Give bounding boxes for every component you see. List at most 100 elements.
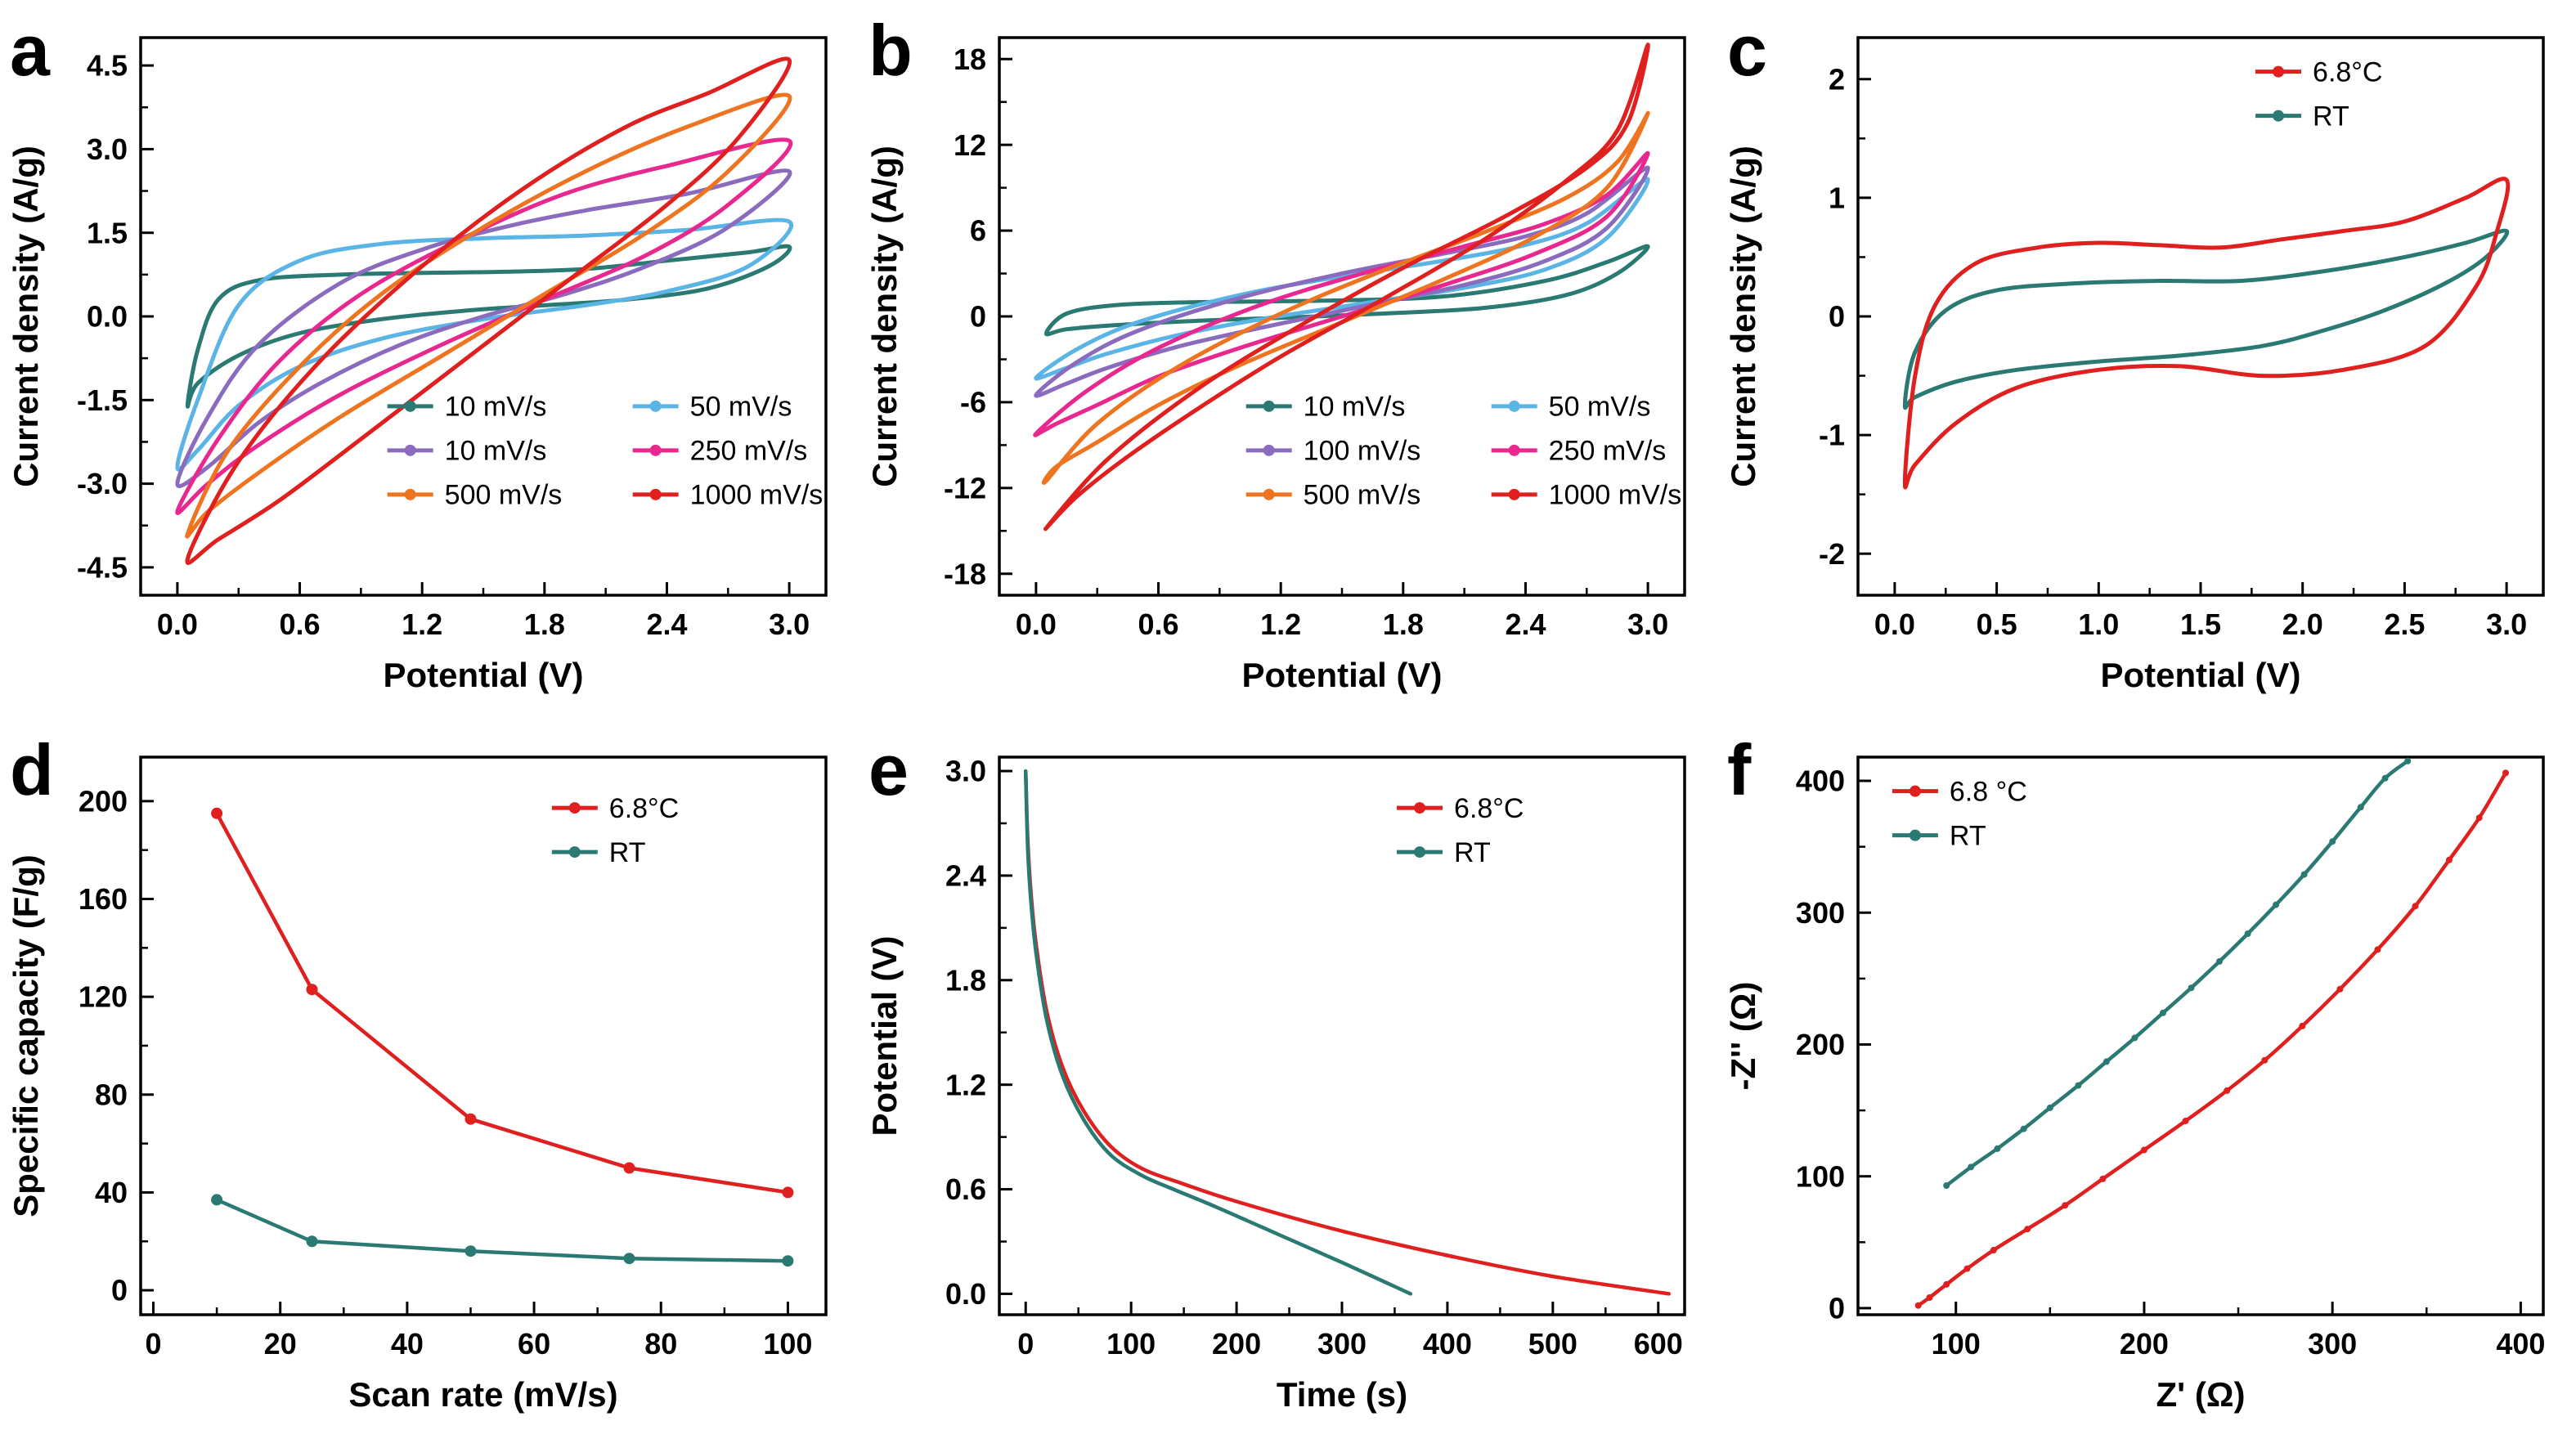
- x-tick-label: 500: [1528, 1327, 1577, 1361]
- legend-marker: [404, 400, 416, 412]
- series-group: [1023, 769, 1671, 1296]
- series-group: [175, 56, 793, 565]
- panel-b-chart: 0.0 0.6 1.2 1.8 2.4 3.0 -18 -12 -6 0 6 12 18 Potentia…: [865, 10, 1686, 694]
- x-tick-label: 400: [1423, 1327, 1472, 1361]
- legend-label: 10 mV/s: [445, 436, 547, 467]
- legend-marker: [404, 488, 416, 500]
- series-line: [175, 168, 792, 488]
- legend-label: 1000 mV/s: [1549, 480, 1682, 511]
- axes: 0.0 0.6 1.2 1.8 2.4 3.0 -18 -12 -6 0 6 12 18: [944, 43, 1668, 641]
- legend-marker: [568, 846, 581, 858]
- x-tick-label: 0.0: [1874, 607, 1915, 641]
- series-group: [1902, 177, 2511, 490]
- legend: 6.8°C RT: [2255, 57, 2382, 132]
- data-point-marker: [2188, 984, 2195, 992]
- panel-letter-d: d: [10, 729, 54, 810]
- legend-label: 100 mV/s: [1304, 436, 1421, 467]
- panel-d-chart: 0 20 40 60 80 100 0 40 80 120 160 200 Scan rate (mV/…: [7, 729, 828, 1414]
- y-tick-label: 12: [954, 128, 986, 162]
- data-point-marker: [2404, 757, 2412, 764]
- x-tick-label: 20: [264, 1327, 297, 1361]
- y-tick-label: 80: [95, 1078, 128, 1111]
- data-point-marker: [782, 1255, 794, 1267]
- axes: 0 100 200 300 400 500 600 0.0 0.6 1.2 1.8 2.4 3.0: [945, 755, 1683, 1361]
- y-tick-label: 120: [79, 980, 128, 1014]
- data-point-marker: [2244, 930, 2251, 937]
- data-point-marker: [306, 984, 318, 996]
- panel-c: 0.0 0.5 1.0 1.5 2.0 2.5 3.0 -2 -1 0 1 2 Potential (V…: [1717, 0, 2576, 720]
- x-tick-label: 0.6: [280, 607, 321, 641]
- y-axis-title: Current density (A/g): [865, 146, 904, 487]
- legend-marker: [404, 444, 416, 456]
- x-tick-label: 100: [763, 1327, 812, 1361]
- panel-c-chart: 0.0 0.5 1.0 1.5 2.0 2.5 3.0 -2 -1 0 1 2 Potential (V…: [1724, 10, 2545, 694]
- axes: 0 20 40 60 80 100 0 40 80 120 160 200: [79, 784, 813, 1361]
- y-tick-label: -1.5: [77, 383, 128, 417]
- x-tick-label: 3.0: [2486, 607, 2527, 641]
- series-group: [1914, 757, 2509, 1309]
- x-tick-label: 2.5: [2384, 607, 2425, 641]
- data-point-marker: [2336, 985, 2344, 993]
- x-tick-label: 2.4: [1505, 607, 1546, 641]
- x-tick-label: 40: [391, 1327, 424, 1361]
- y-axis-title: Current density (A/g): [7, 146, 45, 487]
- series-line: [1023, 769, 1671, 1296]
- legend-label: RT: [1950, 821, 1986, 852]
- data-point-marker: [2160, 1009, 2166, 1016]
- data-point-marker: [2445, 856, 2453, 863]
- y-tick-label: 0: [1829, 300, 1845, 334]
- x-tick-label: 0.0: [1016, 607, 1057, 641]
- x-tick-label: 3.0: [1627, 607, 1668, 641]
- data-point-marker: [2099, 1175, 2107, 1182]
- series-line: [214, 1198, 790, 1263]
- y-tick-label: 18: [954, 43, 986, 76]
- series-line: [185, 92, 792, 539]
- panel-b: 0.0 0.6 1.2 1.8 2.4 3.0 -18 -12 -6 0 6 12 18 Potentia…: [859, 0, 1717, 720]
- panel-letter-a: a: [10, 10, 51, 91]
- legend-label: 500 mV/s: [1304, 480, 1421, 511]
- data-point-marker: [2024, 1226, 2031, 1233]
- series-markers: [211, 807, 794, 1199]
- x-tick-label: 300: [2308, 1327, 2357, 1361]
- axes: 0.0 0.6 1.2 1.8 2.4 3.0 -4.5 -3.0 -1.5 0.0 1.5 3.0 4…: [77, 49, 810, 641]
- data-point-marker: [2374, 946, 2381, 953]
- legend-marker: [568, 802, 581, 814]
- x-tick-label: 1.8: [1383, 607, 1424, 641]
- panel-letter-c: c: [1727, 10, 1767, 91]
- y-tick-label: 0.0: [945, 1277, 986, 1311]
- legend-label: 250 mV/s: [1549, 436, 1667, 467]
- x-tick-label: 0.0: [157, 607, 198, 641]
- panel-letter-f: f: [1727, 729, 1752, 810]
- legend-marker: [649, 488, 662, 500]
- panel-a: 0.0 0.6 1.2 1.8 2.4 3.0 -4.5 -3.0 -1.5 0.0 1.5 3.0 4…: [0, 0, 859, 720]
- legend-marker: [1414, 802, 1426, 814]
- legend-marker: [1263, 444, 1275, 456]
- data-point-marker: [2261, 1056, 2269, 1064]
- legend-label: 50 mV/s: [1549, 392, 1651, 423]
- x-tick-label: 0: [146, 1327, 162, 1361]
- y-tick-label: -2: [1819, 537, 1845, 571]
- panel-e: 0 100 200 300 400 500 600 0.0 0.6 1.2 1.8 2.4 3.0 Tim…: [859, 720, 1717, 1439]
- data-point-marker: [211, 1194, 223, 1206]
- data-point-marker: [1990, 1247, 1997, 1253]
- y-tick-label: 1: [1829, 181, 1845, 214]
- series-markers: [1943, 757, 2412, 1189]
- x-tick-label: 2.4: [646, 607, 687, 641]
- series-line: [185, 56, 792, 565]
- data-point-marker: [2075, 1082, 2082, 1089]
- x-tick-label: 0.6: [1138, 607, 1179, 641]
- plot-frame: [1856, 36, 2545, 597]
- legend-label: 6.8 °C: [1950, 777, 2027, 808]
- legend-label: RT: [2313, 101, 2349, 132]
- legend-label: 250 mV/s: [690, 436, 808, 467]
- axes: 0.0 0.5 1.0 1.5 2.0 2.5 3.0 -2 -1 0 1 2: [1819, 62, 2527, 641]
- x-tick-label: 200: [2120, 1327, 2169, 1361]
- x-tick-label: 1.2: [1260, 607, 1301, 641]
- legend-label: RT: [609, 837, 646, 868]
- legend-label: 6.8°C: [1454, 793, 1524, 824]
- y-tick-label: -18: [944, 557, 986, 590]
- x-axis-title: Scan rate (mV/s): [348, 1375, 617, 1414]
- x-tick-label: 0.5: [1977, 607, 2017, 641]
- y-axis-title: -Z'' (Ω): [1724, 982, 1762, 1091]
- y-tick-label: -6: [960, 386, 986, 419]
